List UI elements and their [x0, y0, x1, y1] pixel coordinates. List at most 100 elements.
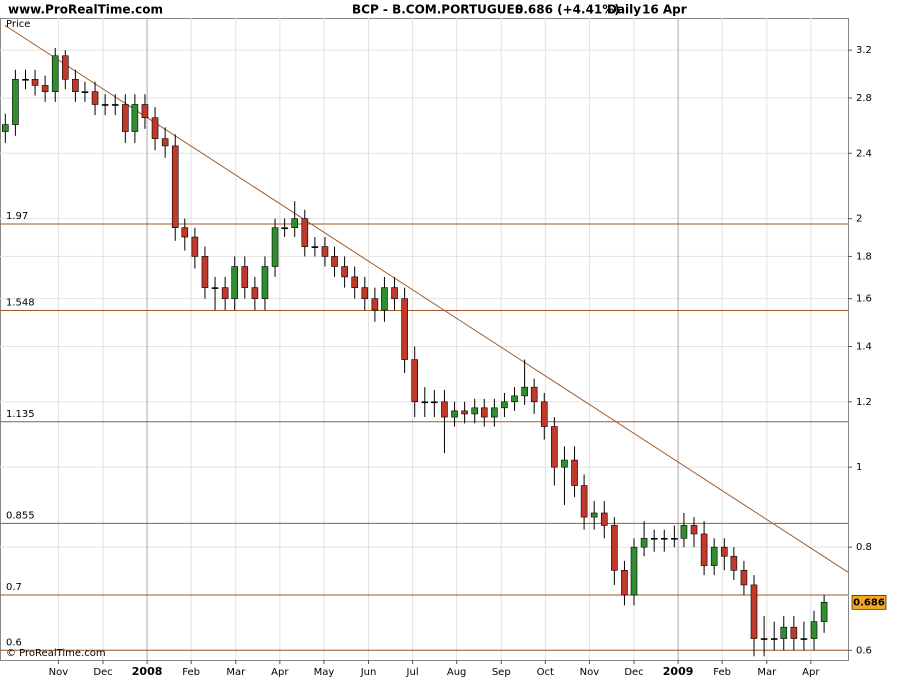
- candle-body: [660, 538, 668, 540]
- candle-body: [491, 407, 498, 418]
- x-tick-label: Nov: [580, 667, 600, 678]
- candle-body: [281, 227, 288, 230]
- x-tick-label: 2009: [663, 665, 694, 678]
- candle-body: [461, 410, 468, 415]
- candle-body: [191, 236, 199, 257]
- candle-body: [12, 78, 19, 125]
- y-tick-label: 2.8: [856, 93, 872, 104]
- candle-body: [521, 386, 528, 397]
- candle-body: [690, 525, 698, 535]
- candle-body: [421, 401, 429, 404]
- y-tick-label: 1.4: [856, 342, 872, 353]
- candle-body: [650, 538, 658, 540]
- candle-body: [630, 546, 638, 596]
- candle-body: [141, 104, 149, 119]
- candle-body: [391, 287, 398, 299]
- level-label: 1.548: [6, 297, 35, 308]
- candle-body: [201, 256, 209, 288]
- x-tick-label: Apr: [802, 667, 820, 678]
- candle-body: [331, 256, 338, 267]
- x-tick-label: Nov: [49, 667, 69, 678]
- candle-body: [72, 78, 79, 92]
- candle-body: [590, 512, 598, 518]
- candle-body: [730, 555, 738, 571]
- candle-body: [131, 104, 139, 132]
- x-tick-label: Dec: [93, 667, 112, 678]
- candle-body: [2, 124, 9, 132]
- x-tick-label: Feb: [713, 667, 731, 678]
- candle-body: [780, 626, 788, 639]
- candle-body: [171, 145, 179, 229]
- candle-body: [770, 638, 778, 640]
- candle-body: [22, 78, 29, 81]
- candle-body: [301, 218, 309, 247]
- y-axis-label: Price: [6, 19, 30, 30]
- copyright: © ProRealTime.com: [6, 648, 106, 659]
- x-tick-label: 2008: [132, 665, 163, 678]
- x-tick-label: Mar: [226, 667, 246, 678]
- instrument: BCP - B.COM.PORTUGUES: [352, 3, 523, 17]
- candle-body: [41, 85, 49, 92]
- candle-body: [571, 459, 578, 486]
- candle-body: [671, 538, 678, 540]
- candle-body: [62, 55, 69, 80]
- candle-body: [451, 410, 458, 418]
- x-tick-label: May: [314, 667, 335, 678]
- candle-body: [431, 401, 438, 404]
- level-label: 0.7: [6, 582, 22, 593]
- y-tick-label: 0.6: [856, 645, 872, 656]
- level-label: 1.135: [6, 409, 35, 420]
- candle-body: [31, 78, 39, 86]
- candle-body: [151, 117, 159, 139]
- candle-body: [51, 55, 59, 92]
- quote: 0.686 (+4.41%): [515, 3, 620, 17]
- level-label: 0.6: [6, 637, 22, 648]
- candle-body: [810, 621, 818, 639]
- x-tick-label: Aug: [447, 667, 467, 678]
- candle-body: [621, 570, 628, 596]
- candle-body: [261, 266, 269, 299]
- candle-body: [81, 91, 89, 93]
- candle-body: [341, 266, 348, 278]
- candle-body: [540, 401, 548, 427]
- candle-body: [640, 538, 648, 548]
- candle-body: [760, 638, 768, 640]
- candle-body: [371, 298, 379, 311]
- candle-body: [600, 512, 608, 526]
- candle-body: [321, 246, 329, 257]
- candle-body: [471, 407, 479, 415]
- candle-body: [381, 287, 388, 311]
- date: 16 Apr: [642, 3, 687, 17]
- candle-body: [480, 407, 488, 418]
- candle-body: [241, 266, 249, 288]
- site-name: www.ProRealTime.com: [8, 3, 163, 17]
- x-tick-label: Dec: [624, 667, 643, 678]
- y-tick-label: 2.4: [856, 148, 872, 159]
- y-tick-label: 2: [856, 214, 862, 225]
- candle-body: [441, 401, 448, 418]
- candle-body: [820, 601, 828, 622]
- candle-body: [740, 570, 748, 586]
- candle-body: [181, 227, 189, 238]
- last-price-label: 0.686: [853, 597, 885, 608]
- candle-body: [101, 104, 109, 106]
- x-tick-label: Feb: [182, 667, 200, 678]
- x-tick-label: Sep: [492, 667, 511, 678]
- candle-body: [530, 386, 538, 403]
- candle-body: [231, 266, 239, 299]
- candle-body: [161, 138, 169, 147]
- y-tick-label: 1.6: [856, 294, 872, 305]
- candle-body: [750, 584, 758, 639]
- y-tick-label: 1: [856, 462, 862, 473]
- candle-body: [720, 546, 728, 557]
- candle-body: [91, 91, 99, 105]
- candle-body: [710, 546, 718, 566]
- candle-body: [411, 359, 419, 403]
- candle-body: [561, 459, 568, 468]
- candle-body: [551, 426, 558, 468]
- candle-body: [700, 533, 708, 566]
- y-tick-label: 1.2: [856, 397, 872, 408]
